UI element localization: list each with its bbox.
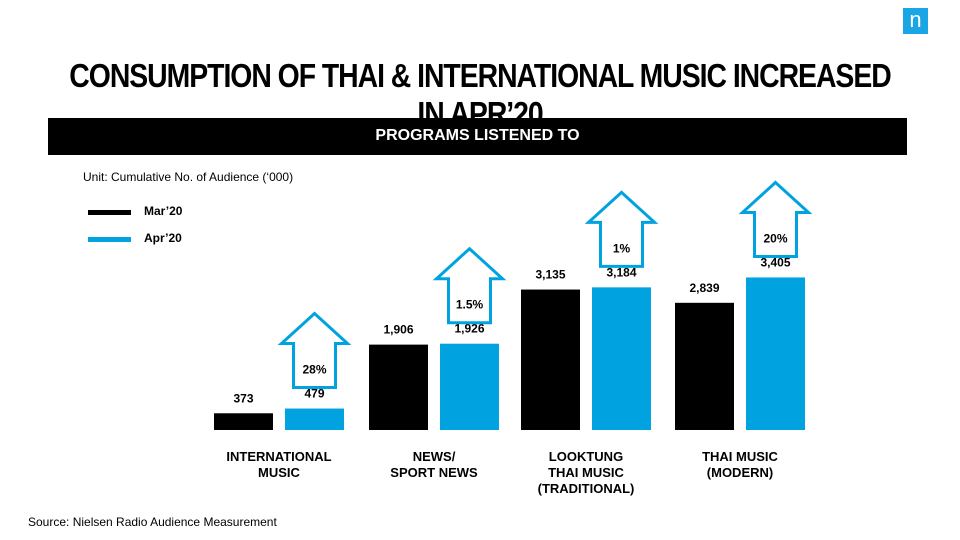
data-label-mar-1: 1,906	[383, 323, 413, 337]
category-label-2-2: (TRADITIONAL)	[538, 481, 635, 496]
data-label-mar-2: 3,135	[535, 268, 565, 282]
legend-label-mar: Mar’20	[144, 204, 183, 218]
data-label-apr-3: 3,405	[760, 255, 790, 269]
category-label-1-0: NEWS/	[413, 449, 456, 464]
data-label-mar-3: 2,839	[689, 281, 719, 295]
category-label-1-1: SPORT NEWS	[390, 465, 478, 480]
growth-label-2: 1%	[613, 241, 631, 255]
bar-mar-0	[214, 413, 273, 430]
growth-arrow-icon-1	[432, 246, 507, 325]
source-note: Source: Nielsen Radio Audience Measureme…	[28, 515, 277, 529]
data-label-apr-2: 3,184	[606, 265, 636, 279]
legend-label-apr: Apr’20	[144, 231, 182, 245]
bar-mar-3	[675, 302, 734, 430]
data-label-apr-1: 1,926	[454, 322, 484, 336]
category-label-0-0: INTERNATIONAL	[226, 449, 331, 464]
growth-arrow-icon-0	[277, 311, 352, 390]
section-banner: PROGRAMS LISTENED TO	[48, 118, 907, 155]
growth-label-1: 1.5%	[456, 298, 484, 312]
unit-note: Unit: Cumulative No. of Audience (‘000)	[83, 170, 294, 184]
data-label-mar-0: 373	[233, 391, 253, 405]
banner-title: PROGRAMS LISTENED TO	[375, 127, 580, 144]
growth-label-0: 28%	[302, 363, 326, 377]
growth-label-3: 20%	[763, 231, 787, 245]
legend-swatch-apr	[88, 237, 131, 242]
category-label-3-1: (MODERN)	[707, 465, 773, 480]
nielsen-logo: n	[903, 8, 928, 34]
category-label-2-0: LOOKTUNG	[549, 449, 623, 464]
category-label-3-0: THAI MUSIC	[702, 449, 778, 464]
data-label-apr-0: 479	[304, 387, 324, 401]
bar-apr-0	[285, 408, 344, 430]
category-label-2-1: THAI MUSIC	[548, 465, 624, 480]
bar-mar-1	[369, 344, 428, 430]
bar-apr-1	[440, 343, 499, 430]
growth-arrow-icon-2	[584, 190, 659, 268]
category-label-0-1: MUSIC	[258, 465, 301, 480]
growth-arrow-icon-3	[738, 180, 813, 258]
bar-mar-2	[521, 289, 580, 430]
page-title: CONSUMPTION OF THAI & INTERNATIONAL MUSI…	[69, 57, 891, 132]
bar-apr-3	[746, 277, 805, 430]
bar-apr-2	[592, 287, 651, 430]
legend-swatch-mar	[88, 210, 131, 215]
